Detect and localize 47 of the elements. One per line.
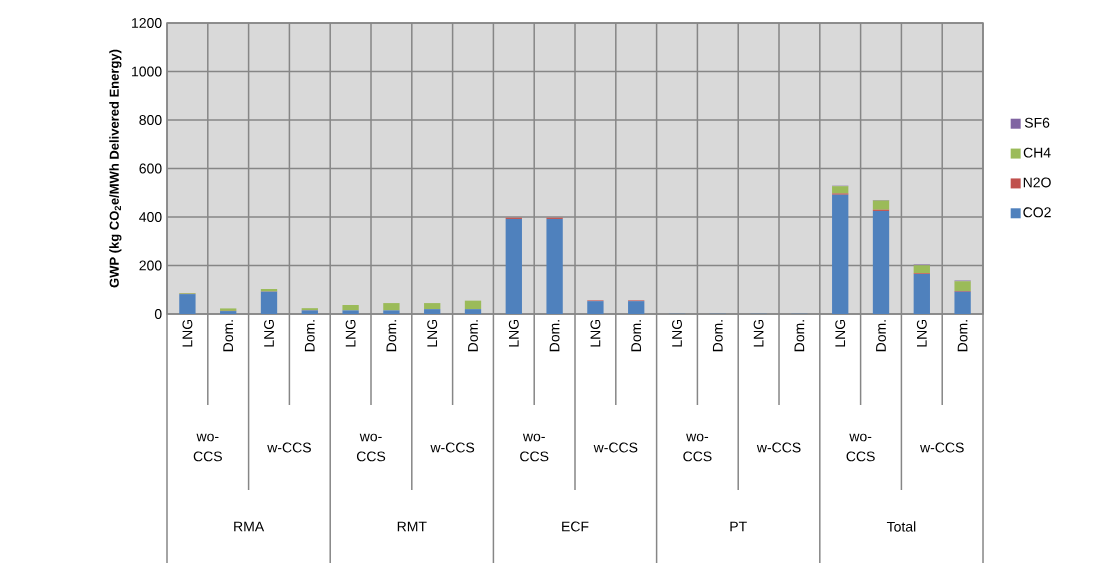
legend-label: CO2 xyxy=(1023,207,1051,218)
text: wo-CCS xyxy=(520,433,549,462)
x-tick-label: Dom. xyxy=(386,320,397,352)
text: w-CCS xyxy=(920,442,964,453)
text: RMA xyxy=(234,521,265,532)
y-tick-label: 1000 xyxy=(132,66,162,77)
x-tick-label: LNG xyxy=(916,319,927,347)
x-tick-label: LNG xyxy=(672,319,682,347)
text: wo-CCS xyxy=(356,433,386,462)
x-tick-label: Dom. xyxy=(876,320,886,352)
x-tick-label: Dom. xyxy=(304,320,315,352)
x-tick-label: LNG xyxy=(427,319,438,347)
x-tick-label: Dom. xyxy=(957,320,968,352)
x-tick-label: LNG xyxy=(835,319,846,347)
x-tick-label: Dom. xyxy=(631,320,642,352)
x-tick-label: LNG xyxy=(345,319,356,347)
y-tick-label: 600 xyxy=(139,163,162,174)
text: w-CCS xyxy=(430,442,475,453)
y-tick-label: 1200 xyxy=(132,18,162,28)
y-axis-title: GWP (kg CO$_{2}$e/MWh Delivered Energy) xyxy=(109,49,122,288)
legend-label: N2O xyxy=(1023,177,1051,188)
text: wo-CCS xyxy=(193,433,222,462)
x-tick-label: LNG xyxy=(264,319,274,347)
y-tick-label: 0 xyxy=(154,309,162,319)
x-tick-label: Dom. xyxy=(223,320,234,352)
legend-label: SF6 xyxy=(1024,117,1050,128)
x-tick-label: Dom. xyxy=(468,320,478,352)
x-tick-label: LNG xyxy=(508,319,519,347)
y-tick-label: 200 xyxy=(139,260,162,271)
legend-label: CH4 xyxy=(1023,147,1051,158)
x-tick-label: LNG xyxy=(182,319,193,347)
text: PT xyxy=(730,521,747,532)
text: w-CCS xyxy=(756,442,801,453)
text: wo-CCS xyxy=(683,433,712,462)
text: ECF xyxy=(562,521,589,532)
x-tick-label: Dom. xyxy=(712,320,723,352)
x-tick-label: Dom. xyxy=(794,320,805,352)
y-tick-label: 800 xyxy=(139,115,162,125)
text: Total xyxy=(886,521,916,532)
text: RMT xyxy=(397,521,427,532)
text: w-CCS xyxy=(267,442,311,453)
x-tick-label: LNG xyxy=(753,319,764,347)
text: w-CCS xyxy=(593,442,638,453)
y-tick-label: 400 xyxy=(139,212,162,222)
text: wo-CCS xyxy=(846,433,875,462)
x-tick-label: Dom. xyxy=(549,320,560,352)
x-tick-label: LNG xyxy=(590,319,601,347)
